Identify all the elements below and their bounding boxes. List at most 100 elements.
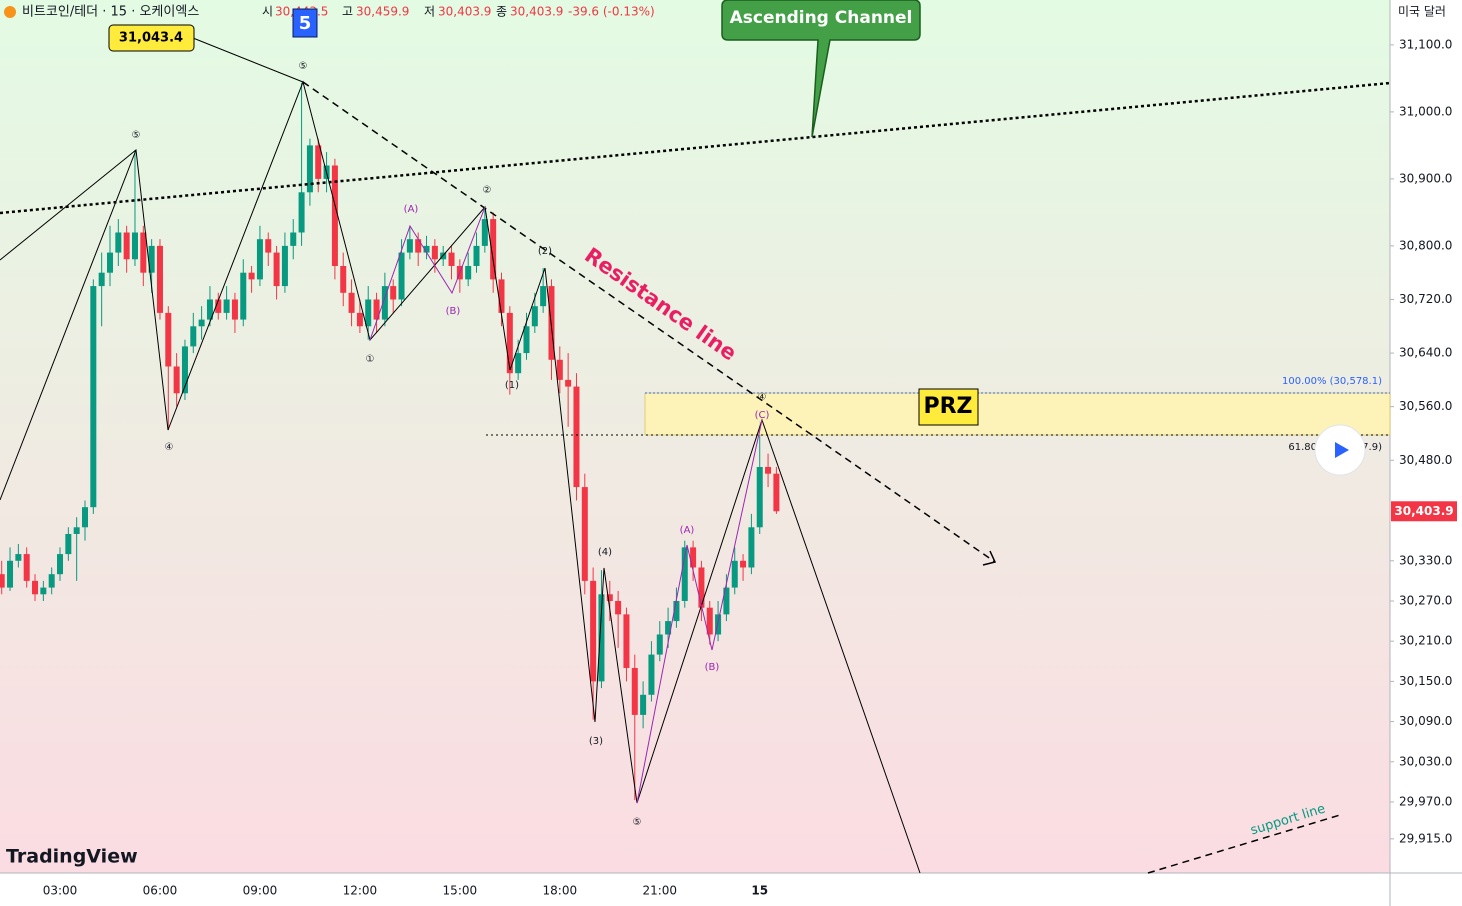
- candle-body: [90, 286, 97, 508]
- wave-labels: ⑤ ⑤ ④ ① ② (A) (B) (1) (2) (4) (3) ⑤ (A) (B) ④ (C): [132, 61, 770, 828]
- legend-value: 30,403.9: [510, 5, 563, 19]
- coin-icon: [4, 6, 16, 18]
- wave-label: (B): [446, 306, 461, 317]
- candle-body: [131, 232, 138, 260]
- time-axis: [0, 873, 1390, 906]
- candle-body: [15, 554, 22, 561]
- candle-body: [265, 239, 272, 253]
- wave-label: (1): [505, 380, 519, 391]
- currency: 미국 달러: [1398, 5, 1446, 19]
- candle-body: [490, 219, 497, 280]
- candle-body: [473, 245, 480, 266]
- y-tick-label: 30,720.0: [1399, 292, 1452, 306]
- badge: [292, 8, 318, 38]
- candle-body: [40, 587, 47, 595]
- y-tick-label: 29,915.0: [1399, 831, 1452, 845]
- wave-label: ⑤: [299, 61, 308, 72]
- candle-body: [48, 574, 55, 588]
- candle-body: [648, 654, 655, 695]
- candle-body: [606, 594, 613, 601]
- candle-body: [723, 587, 730, 615]
- x-tick-label: 15: [751, 884, 768, 898]
- legend-label: 고: [342, 5, 353, 19]
- candle-body: [331, 165, 338, 266]
- x-tick-label: 06:00: [143, 884, 178, 898]
- y-tick-label: 31,100.0: [1399, 37, 1452, 51]
- candle-body: [690, 547, 697, 568]
- y-tick-label: 30,800.0: [1399, 238, 1452, 252]
- last-price-label: 30,403.9: [1394, 504, 1453, 518]
- y-tick-label: 30,900.0: [1399, 171, 1452, 185]
- candle-body: [73, 527, 80, 534]
- candle-body: [298, 192, 305, 233]
- wave-label: ⑤: [633, 817, 642, 828]
- candle-body: [448, 252, 455, 266]
- candle-body: [656, 634, 663, 655]
- candle-body: [57, 554, 64, 575]
- candle-body: [306, 145, 313, 193]
- candle-body: [7, 560, 14, 588]
- y-tick-label: 30,330.0: [1399, 553, 1452, 567]
- prz-zone: [644, 392, 1391, 436]
- y-tick-label: 30,640.0: [1399, 346, 1452, 360]
- candle-body: [731, 560, 738, 588]
- candle-body: [531, 306, 538, 327]
- candle-body: [140, 232, 147, 273]
- candle-body: [165, 312, 172, 367]
- wave-line: [636, 419, 763, 804]
- candle-body: [190, 326, 197, 347]
- legend-value: 30,459.9: [356, 5, 409, 19]
- wave-label: (4): [598, 547, 612, 558]
- candle-body: [756, 466, 763, 528]
- candle-body: [390, 286, 397, 300]
- candle-body: [381, 286, 388, 320]
- x-tick-label: 15:00: [443, 884, 478, 898]
- wave-label: (C): [755, 410, 770, 421]
- candle-body: [415, 239, 422, 253]
- high-marker-label: 31,043.4: [119, 31, 183, 46]
- candle-body: [698, 567, 705, 608]
- candle-body: [773, 473, 780, 512]
- last-price-tag: [1391, 501, 1457, 522]
- candle-body: [123, 232, 130, 260]
- candle-body: [98, 272, 105, 287]
- ascending-channel: [0, 81, 1391, 215]
- candle-body: [765, 466, 772, 474]
- marker-line: [192, 37, 304, 83]
- candle-body: [106, 252, 113, 273]
- candle-body: [290, 232, 297, 246]
- wave-label: (2): [538, 246, 552, 257]
- y-tick-label: 30,480.0: [1399, 453, 1452, 467]
- candle-body: [631, 667, 638, 715]
- x-tick-label: 09:00: [243, 884, 278, 898]
- candle-body: [398, 252, 405, 300]
- candle-body: [32, 580, 39, 595]
- candle-body: [23, 554, 30, 581]
- candle-body: [223, 299, 230, 313]
- wave-label: (B): [705, 662, 720, 673]
- wave-label: (A): [680, 525, 695, 536]
- wave-label: ⑤: [132, 130, 141, 141]
- candle-body: [640, 694, 647, 715]
- candle-body: [248, 272, 255, 280]
- axes: 31,100.0 31,000.0 30,900.0 30,800.0 30,720.0…: [43, 37, 1453, 897]
- candle-body: [590, 580, 597, 682]
- support-line: [1147, 814, 1341, 874]
- candle-body: [206, 299, 213, 320]
- candle-body: [565, 379, 572, 387]
- candle-body: [748, 527, 755, 568]
- plot-background: [0, 0, 1390, 873]
- candle-body: [0, 574, 5, 588]
- resistance-line: [302, 81, 996, 563]
- y-tick-label: 30,090.0: [1399, 714, 1452, 728]
- candle-body: [406, 239, 413, 253]
- legend-change: -39.6 (-0.13%): [568, 5, 655, 19]
- candle-body: [681, 547, 688, 601]
- candle-body: [615, 600, 622, 615]
- y-tick-label: 30,560.0: [1399, 399, 1452, 413]
- candle-body: [82, 507, 88, 528]
- x-tick-label: 18:00: [543, 884, 578, 898]
- y-tick-label: 31,000.0: [1399, 104, 1452, 118]
- wave-label: ①: [366, 354, 375, 365]
